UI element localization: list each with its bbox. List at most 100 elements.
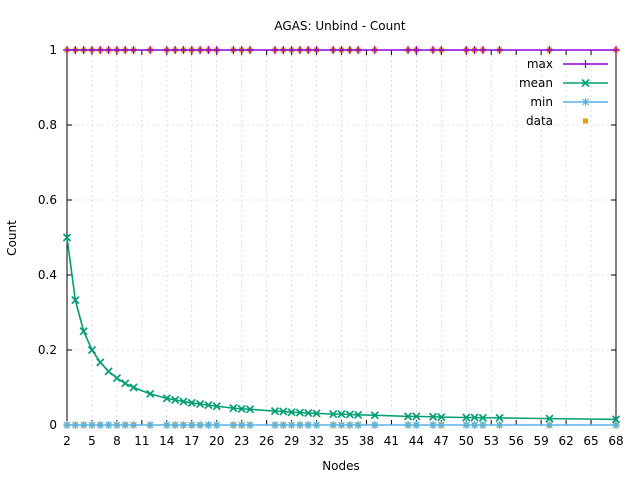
x-tick-label: 62 [558, 434, 573, 448]
max-point [295, 46, 304, 54]
max-point [96, 46, 105, 54]
x-tick-label: 11 [134, 434, 149, 448]
min-point [112, 421, 121, 429]
mean-point [196, 399, 205, 409]
min-point [295, 421, 304, 429]
mean-point [204, 401, 213, 410]
mean-point [545, 414, 554, 423]
max-point [112, 46, 121, 54]
x-tick-label: 2 [63, 434, 71, 448]
legend-label: data [526, 114, 553, 128]
mean-point [462, 413, 471, 422]
legend-marker [581, 60, 590, 68]
mean-point [129, 383, 138, 392]
min-point [437, 421, 446, 429]
legend-entry-max: max [527, 57, 608, 71]
min-point [171, 421, 180, 429]
max-point [179, 46, 188, 54]
max-point [171, 46, 180, 54]
mean-point [245, 405, 255, 414]
max-point [237, 46, 246, 54]
mean-point [354, 410, 363, 419]
max-point [129, 46, 138, 54]
max-point [204, 46, 213, 54]
max-point [63, 46, 71, 54]
max-point [429, 46, 437, 54]
series-min [63, 421, 620, 429]
x-tick-label: 59 [533, 434, 548, 448]
mean-point [370, 411, 379, 420]
max-point [146, 46, 155, 54]
min-point [79, 421, 88, 429]
min-point [71, 421, 80, 429]
min-point [204, 421, 213, 429]
mean-point [62, 233, 72, 242]
y-tick-label: 0.6 [38, 193, 57, 207]
max-point [404, 46, 413, 54]
mean-point [121, 379, 130, 388]
max-point [545, 46, 554, 54]
mean-point [96, 358, 105, 367]
mean-point [295, 408, 304, 417]
x-tick-label: 32 [309, 434, 324, 448]
y-tick-label: 1 [49, 43, 57, 57]
x-tick-label: 50 [459, 434, 474, 448]
min-point [229, 421, 238, 429]
min-point [279, 421, 288, 429]
max-point [337, 46, 346, 54]
series-layer [62, 46, 621, 429]
max-point [71, 46, 80, 54]
x-tick-label: 5 [88, 434, 96, 448]
max-point [229, 46, 238, 54]
min-point [212, 421, 221, 429]
max-point [279, 46, 288, 54]
mean-point [162, 394, 171, 403]
mean-point [104, 367, 113, 376]
min-point [304, 421, 313, 429]
min-point [104, 421, 113, 429]
max-point [287, 46, 296, 54]
x-axis-label: Nodes [322, 459, 360, 473]
mean-point [87, 345, 97, 355]
max-point [462, 46, 471, 54]
min-point [146, 421, 155, 429]
series-max [63, 46, 620, 54]
mean-point [611, 415, 621, 424]
y-tick-label: 0.2 [38, 343, 57, 357]
max-point [354, 46, 363, 54]
min-point [329, 421, 338, 429]
min-point [370, 421, 379, 429]
x-tick-label: 68 [608, 434, 623, 448]
x-tick-label: 35 [334, 434, 349, 448]
legend-label: max [527, 57, 553, 71]
max-point [370, 46, 379, 54]
min-point [412, 421, 421, 429]
x-tick-label: 14 [159, 434, 174, 448]
min-point [87, 421, 96, 429]
legend-label: mean [519, 76, 553, 90]
max-point [121, 46, 130, 54]
mean-point [171, 395, 180, 404]
max-point [162, 46, 171, 54]
min-point [287, 421, 296, 429]
mean-point [71, 296, 80, 305]
x-tick-label: 38 [359, 434, 374, 448]
x-tick-label: 29 [284, 434, 299, 448]
max-point [104, 46, 113, 54]
max-point [437, 46, 446, 54]
x-tick-label: 56 [509, 434, 524, 448]
min-point [354, 421, 363, 429]
mean-point [270, 407, 280, 416]
min-point [612, 421, 620, 429]
max-point [187, 46, 196, 54]
min-point [96, 421, 105, 429]
min-point [429, 421, 437, 429]
min-point [187, 421, 196, 429]
max-point [246, 46, 254, 54]
mean-point [437, 413, 446, 422]
legend-label: min [530, 95, 553, 109]
y-axis-label: Count [5, 220, 19, 256]
x-tick-label: 47 [434, 434, 449, 448]
min-point [129, 421, 138, 429]
